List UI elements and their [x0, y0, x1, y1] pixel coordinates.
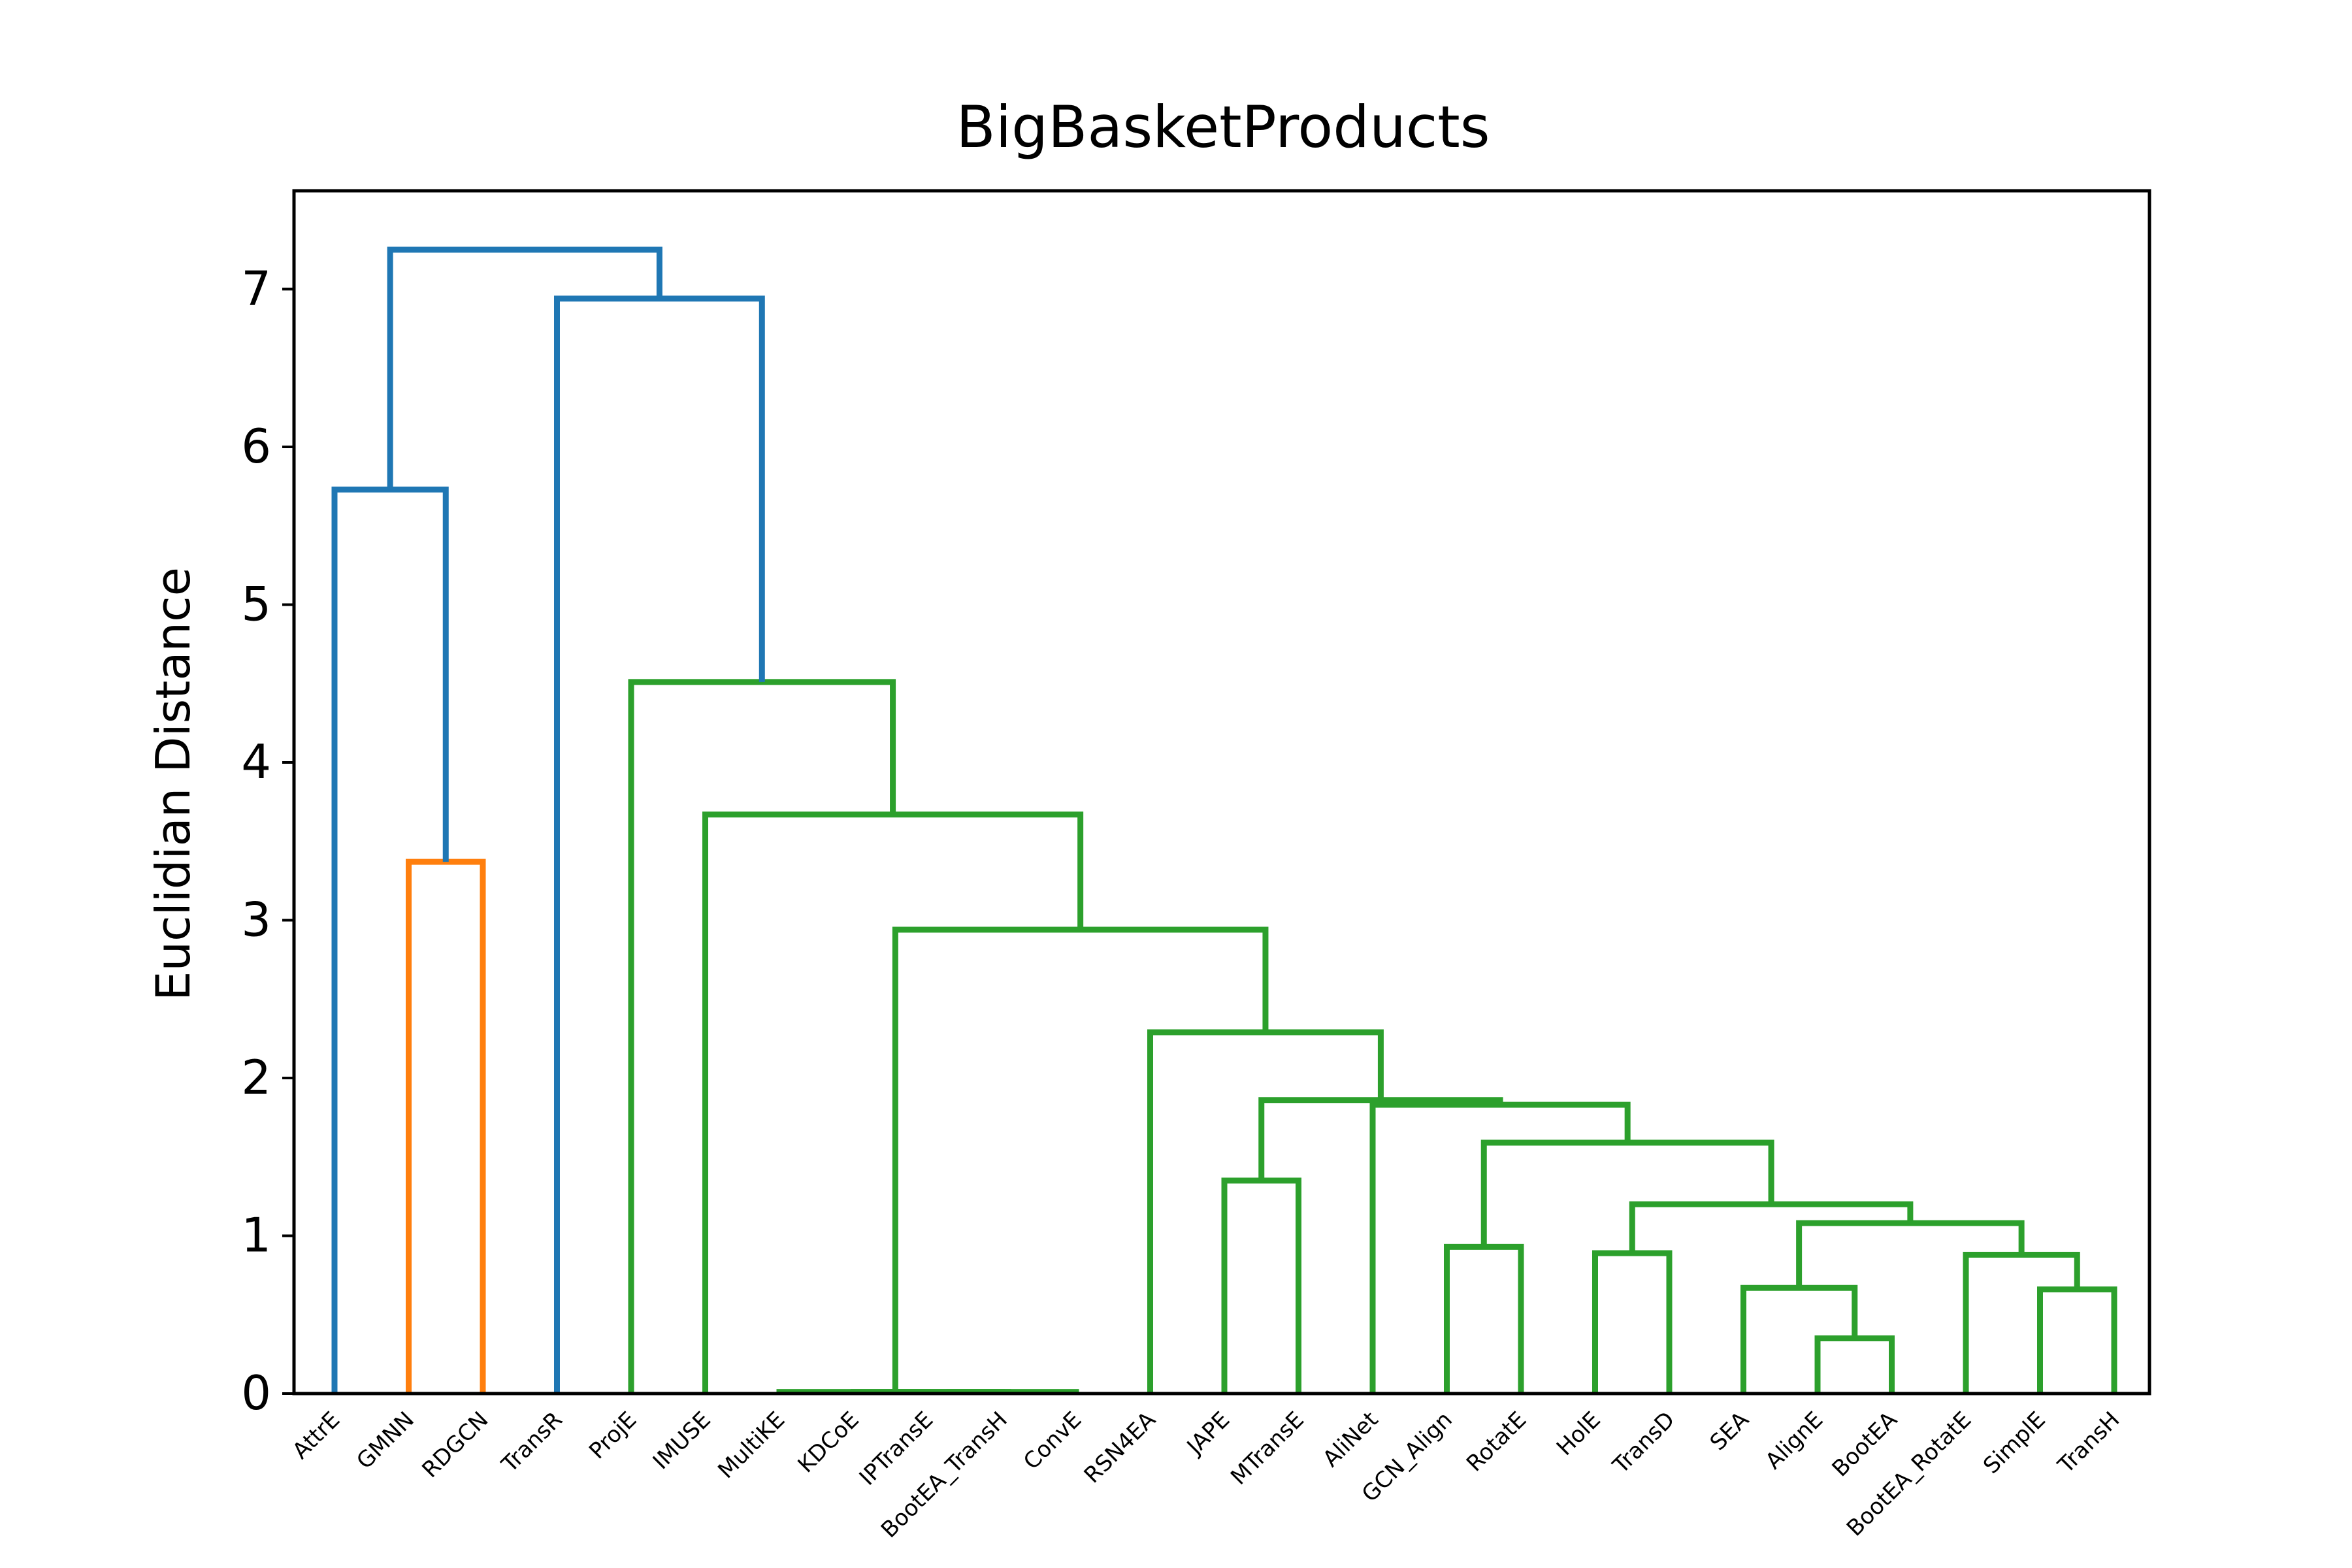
leaf-label: TransR — [497, 1407, 568, 1478]
leaf-label: HolE — [1552, 1407, 1606, 1461]
dendrogram-link — [1444, 1243, 1524, 1394]
leaf-label: JAPE — [1181, 1407, 1235, 1461]
chart-title: BigBasketProducts — [956, 93, 1490, 161]
dendrogram-link — [331, 486, 449, 1394]
leaf-label: MTransE — [1226, 1407, 1309, 1490]
dendrogram-link — [1629, 1201, 1914, 1254]
leaf-label: GMNN — [351, 1407, 419, 1475]
dendrogram-link — [1480, 1139, 1774, 1247]
leaf-label: SEA — [1705, 1407, 1754, 1456]
y-tick-label: 4 — [241, 734, 271, 789]
leaf-label: BootEA_TransH — [876, 1407, 1013, 1543]
leaf-label: IMUSE — [648, 1407, 716, 1475]
dendrogram-link — [2037, 1286, 2117, 1394]
y-tick-label: 1 — [241, 1208, 271, 1263]
dendrogram-links — [331, 246, 2117, 1396]
y-tick-label: 5 — [241, 577, 271, 632]
leaf-label: ProjE — [584, 1407, 642, 1464]
dendrogram-link — [387, 246, 662, 490]
leaf-label: AlignE — [1761, 1407, 1829, 1475]
dendrogram-link — [1221, 1177, 1301, 1394]
dendrogram-link — [628, 679, 896, 1394]
leaf-label: RDGCN — [417, 1407, 493, 1483]
dendrogram-link — [1258, 1097, 1503, 1181]
y-tick-label: 6 — [241, 419, 271, 474]
leaf-label: KDCoE — [793, 1407, 864, 1478]
dendrogram-link — [1814, 1335, 1895, 1394]
leaf-label: RSN4EA — [1079, 1407, 1161, 1488]
leaf-label: TransD — [1607, 1407, 1680, 1479]
leaf-label: SimplE — [1978, 1407, 2051, 1479]
dendrogram-link — [406, 858, 486, 1394]
leaf-label: BootEA_RotatE — [1842, 1407, 1976, 1541]
y-tick-label: 3 — [241, 892, 271, 947]
dendrogram-link — [1147, 1029, 1384, 1394]
y-axis-label: Euclidian Distance — [146, 567, 201, 1001]
y-axis-ticks: 0 1 2 3 4 5 6 7 — [241, 261, 294, 1420]
leaf-label: BootEA — [1827, 1407, 1903, 1482]
leaf-label: AliNet — [1318, 1407, 1383, 1472]
plot-frame — [292, 189, 2151, 1396]
y-tick-label: 2 — [241, 1050, 271, 1105]
dendrogram-link — [1963, 1251, 2080, 1394]
leaf-label: AttrE — [287, 1407, 345, 1464]
dendrogram-link — [554, 295, 765, 1394]
leaf-label: MultiKE — [713, 1407, 790, 1484]
leaf-label: TransH — [2053, 1407, 2125, 1479]
leaf-label: ConvE — [1019, 1407, 1086, 1475]
leaf-label: RotatE — [1462, 1407, 1531, 1477]
y-tick-label: 0 — [241, 1365, 271, 1420]
dendrogram-link — [892, 926, 1269, 1392]
dendrogram-link — [1592, 1250, 1673, 1394]
y-tick-label: 7 — [241, 261, 271, 316]
